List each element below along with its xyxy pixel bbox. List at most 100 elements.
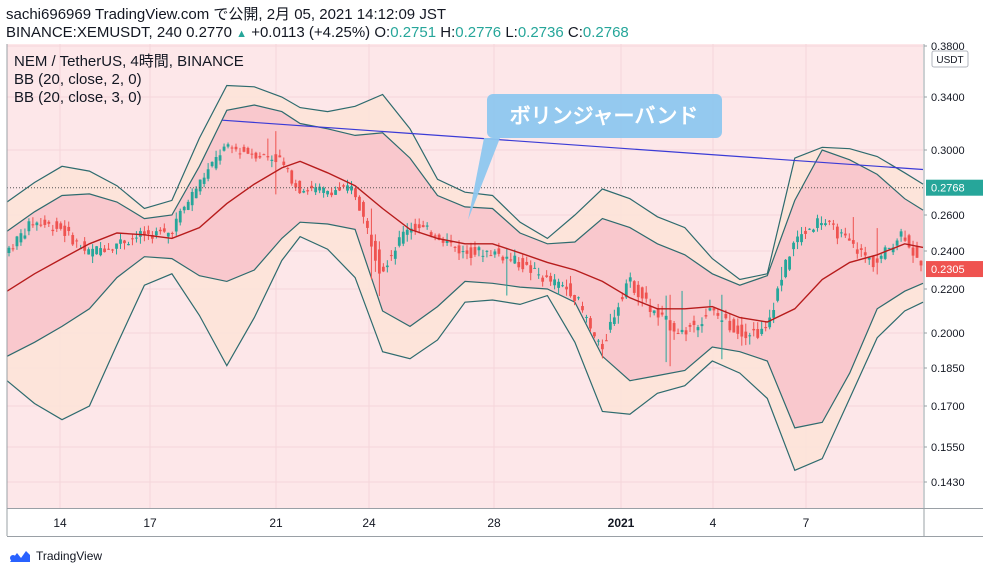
candle <box>573 294 576 306</box>
candle-body <box>835 226 839 239</box>
candle <box>461 245 465 259</box>
candle-body <box>875 258 879 263</box>
candle-body <box>716 313 720 316</box>
candle <box>780 266 784 292</box>
x-tick-label: 4 <box>710 516 717 530</box>
candle <box>597 339 600 346</box>
candle-body <box>445 240 449 244</box>
candle-body <box>154 231 158 236</box>
candle-body <box>887 247 891 249</box>
candle-body <box>290 170 294 184</box>
candle-body <box>601 343 604 350</box>
candle <box>453 246 457 252</box>
candle <box>182 205 186 214</box>
candle <box>330 187 333 198</box>
candle-body <box>322 187 326 193</box>
candle <box>839 229 843 238</box>
candle <box>517 257 521 271</box>
candle-body <box>477 247 481 251</box>
candle-body <box>831 223 835 225</box>
candle-body <box>752 328 756 331</box>
x-tick-label: 24 <box>362 516 376 530</box>
candle-body <box>871 255 875 268</box>
candle <box>601 339 604 359</box>
candle <box>915 241 919 258</box>
candle-body <box>883 247 887 259</box>
candle <box>628 272 632 288</box>
candle <box>362 200 365 224</box>
x-axis-labels: 14 17 21 24 28 2021 4 7 <box>53 516 809 530</box>
callout-box <box>487 94 722 138</box>
candle <box>7 245 11 257</box>
price-label: 0.2768 <box>931 183 965 195</box>
candle-body <box>800 234 803 243</box>
candle <box>47 220 51 228</box>
candle-body <box>720 320 724 322</box>
candle <box>676 328 680 335</box>
candle <box>206 163 210 182</box>
candle-body <box>314 187 318 193</box>
candle-body <box>206 169 210 179</box>
candle-body <box>266 156 270 158</box>
candle-body <box>632 281 636 293</box>
callout-annotation: ボリンジャーバンド <box>468 94 722 220</box>
candle <box>15 235 19 250</box>
candle <box>788 256 791 271</box>
candle-body <box>370 234 373 247</box>
high-value: 0.2776 <box>455 24 502 41</box>
candle-body <box>660 312 664 315</box>
candle <box>489 250 493 257</box>
close-value: 0.2768 <box>582 24 629 41</box>
candle-body <box>123 240 126 244</box>
candle-body <box>318 186 322 191</box>
candle-body <box>748 335 752 337</box>
candle-body <box>453 246 457 248</box>
candle <box>843 227 847 238</box>
y-tick-label: 0.3400 <box>931 92 965 104</box>
candle <box>644 286 648 303</box>
candle <box>457 240 461 260</box>
candle <box>370 208 373 280</box>
candle-body <box>135 237 138 239</box>
candle-body <box>23 235 27 239</box>
candle-body <box>146 230 150 234</box>
candle-body <box>808 228 811 230</box>
x-tick-label: 14 <box>53 516 67 530</box>
candle <box>867 256 871 265</box>
candle <box>389 250 393 261</box>
candle-body <box>385 265 389 268</box>
candle-body <box>358 196 361 211</box>
candle-body <box>740 324 744 337</box>
candle <box>549 272 553 286</box>
candle <box>373 234 377 272</box>
candle <box>887 247 891 250</box>
candle-body <box>768 317 772 328</box>
candle <box>891 243 895 256</box>
candle <box>859 244 863 257</box>
candle-body <box>712 308 716 311</box>
candle <box>222 143 226 152</box>
candle <box>11 244 15 252</box>
candle <box>381 263 385 273</box>
candle <box>712 306 716 316</box>
candle-body <box>362 202 365 217</box>
candle <box>513 249 517 264</box>
candle <box>608 313 612 333</box>
candle-body <box>684 330 688 335</box>
candle <box>99 242 102 257</box>
candle <box>561 281 564 288</box>
candle-body <box>788 256 791 270</box>
candle-body <box>620 297 624 300</box>
candle-body <box>628 277 632 282</box>
candle <box>907 233 911 249</box>
candle <box>668 294 672 367</box>
candle <box>441 236 445 247</box>
candle-body <box>449 241 453 243</box>
candle-body <box>413 223 417 231</box>
candle <box>875 228 879 275</box>
candle-body <box>226 144 230 147</box>
candle <box>298 180 302 195</box>
candle-body <box>342 185 345 187</box>
